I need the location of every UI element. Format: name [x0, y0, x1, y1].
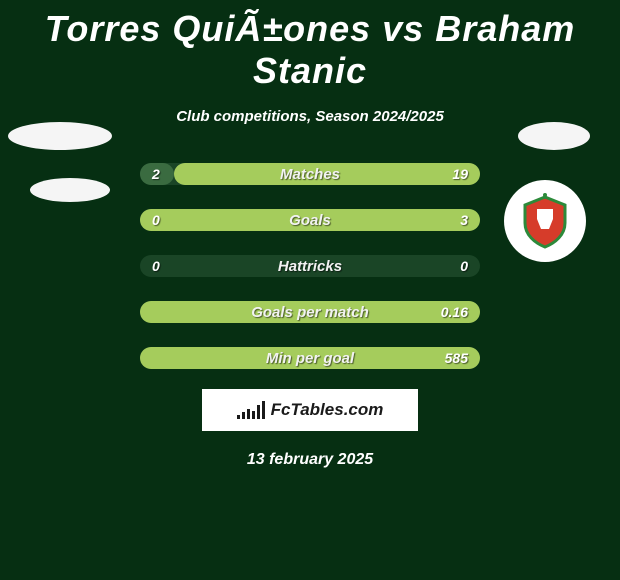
- page-subtitle: Club competitions, Season 2024/2025: [0, 108, 620, 125]
- brand-text: FcTables.com: [271, 400, 384, 420]
- player-photo-left-mid: [30, 178, 110, 202]
- stat-row: 219Matches: [140, 163, 480, 185]
- player-photo-right-top: [518, 122, 590, 150]
- stat-row: 00Hattricks: [140, 255, 480, 277]
- club-badge-right: [504, 180, 586, 262]
- brand-bar: [257, 405, 260, 419]
- stat-label: Hattricks: [140, 255, 480, 277]
- stat-row: 0.16Goals per match: [140, 301, 480, 323]
- bar-chart-icon: [237, 401, 265, 419]
- stat-label: Min per goal: [140, 347, 480, 369]
- page-title: Torres QuiÃ±ones vs Braham Stanic: [0, 0, 620, 92]
- snapshot-date: 13 february 2025: [0, 451, 620, 469]
- brand-bar: [252, 411, 255, 419]
- stat-label: Goals per match: [140, 301, 480, 323]
- stat-label: Goals: [140, 209, 480, 231]
- stat-row: 03Goals: [140, 209, 480, 231]
- stat-label: Matches: [140, 163, 480, 185]
- fctables-branding: FcTables.com: [202, 389, 418, 431]
- brand-bar: [262, 401, 265, 419]
- brand-bar: [242, 412, 245, 419]
- player-photo-left-top: [8, 122, 112, 150]
- stat-row: 585Min per goal: [140, 347, 480, 369]
- brand-bar: [237, 415, 240, 419]
- brand-bar: [247, 409, 250, 419]
- balzan-fc-shield-icon: [515, 191, 575, 251]
